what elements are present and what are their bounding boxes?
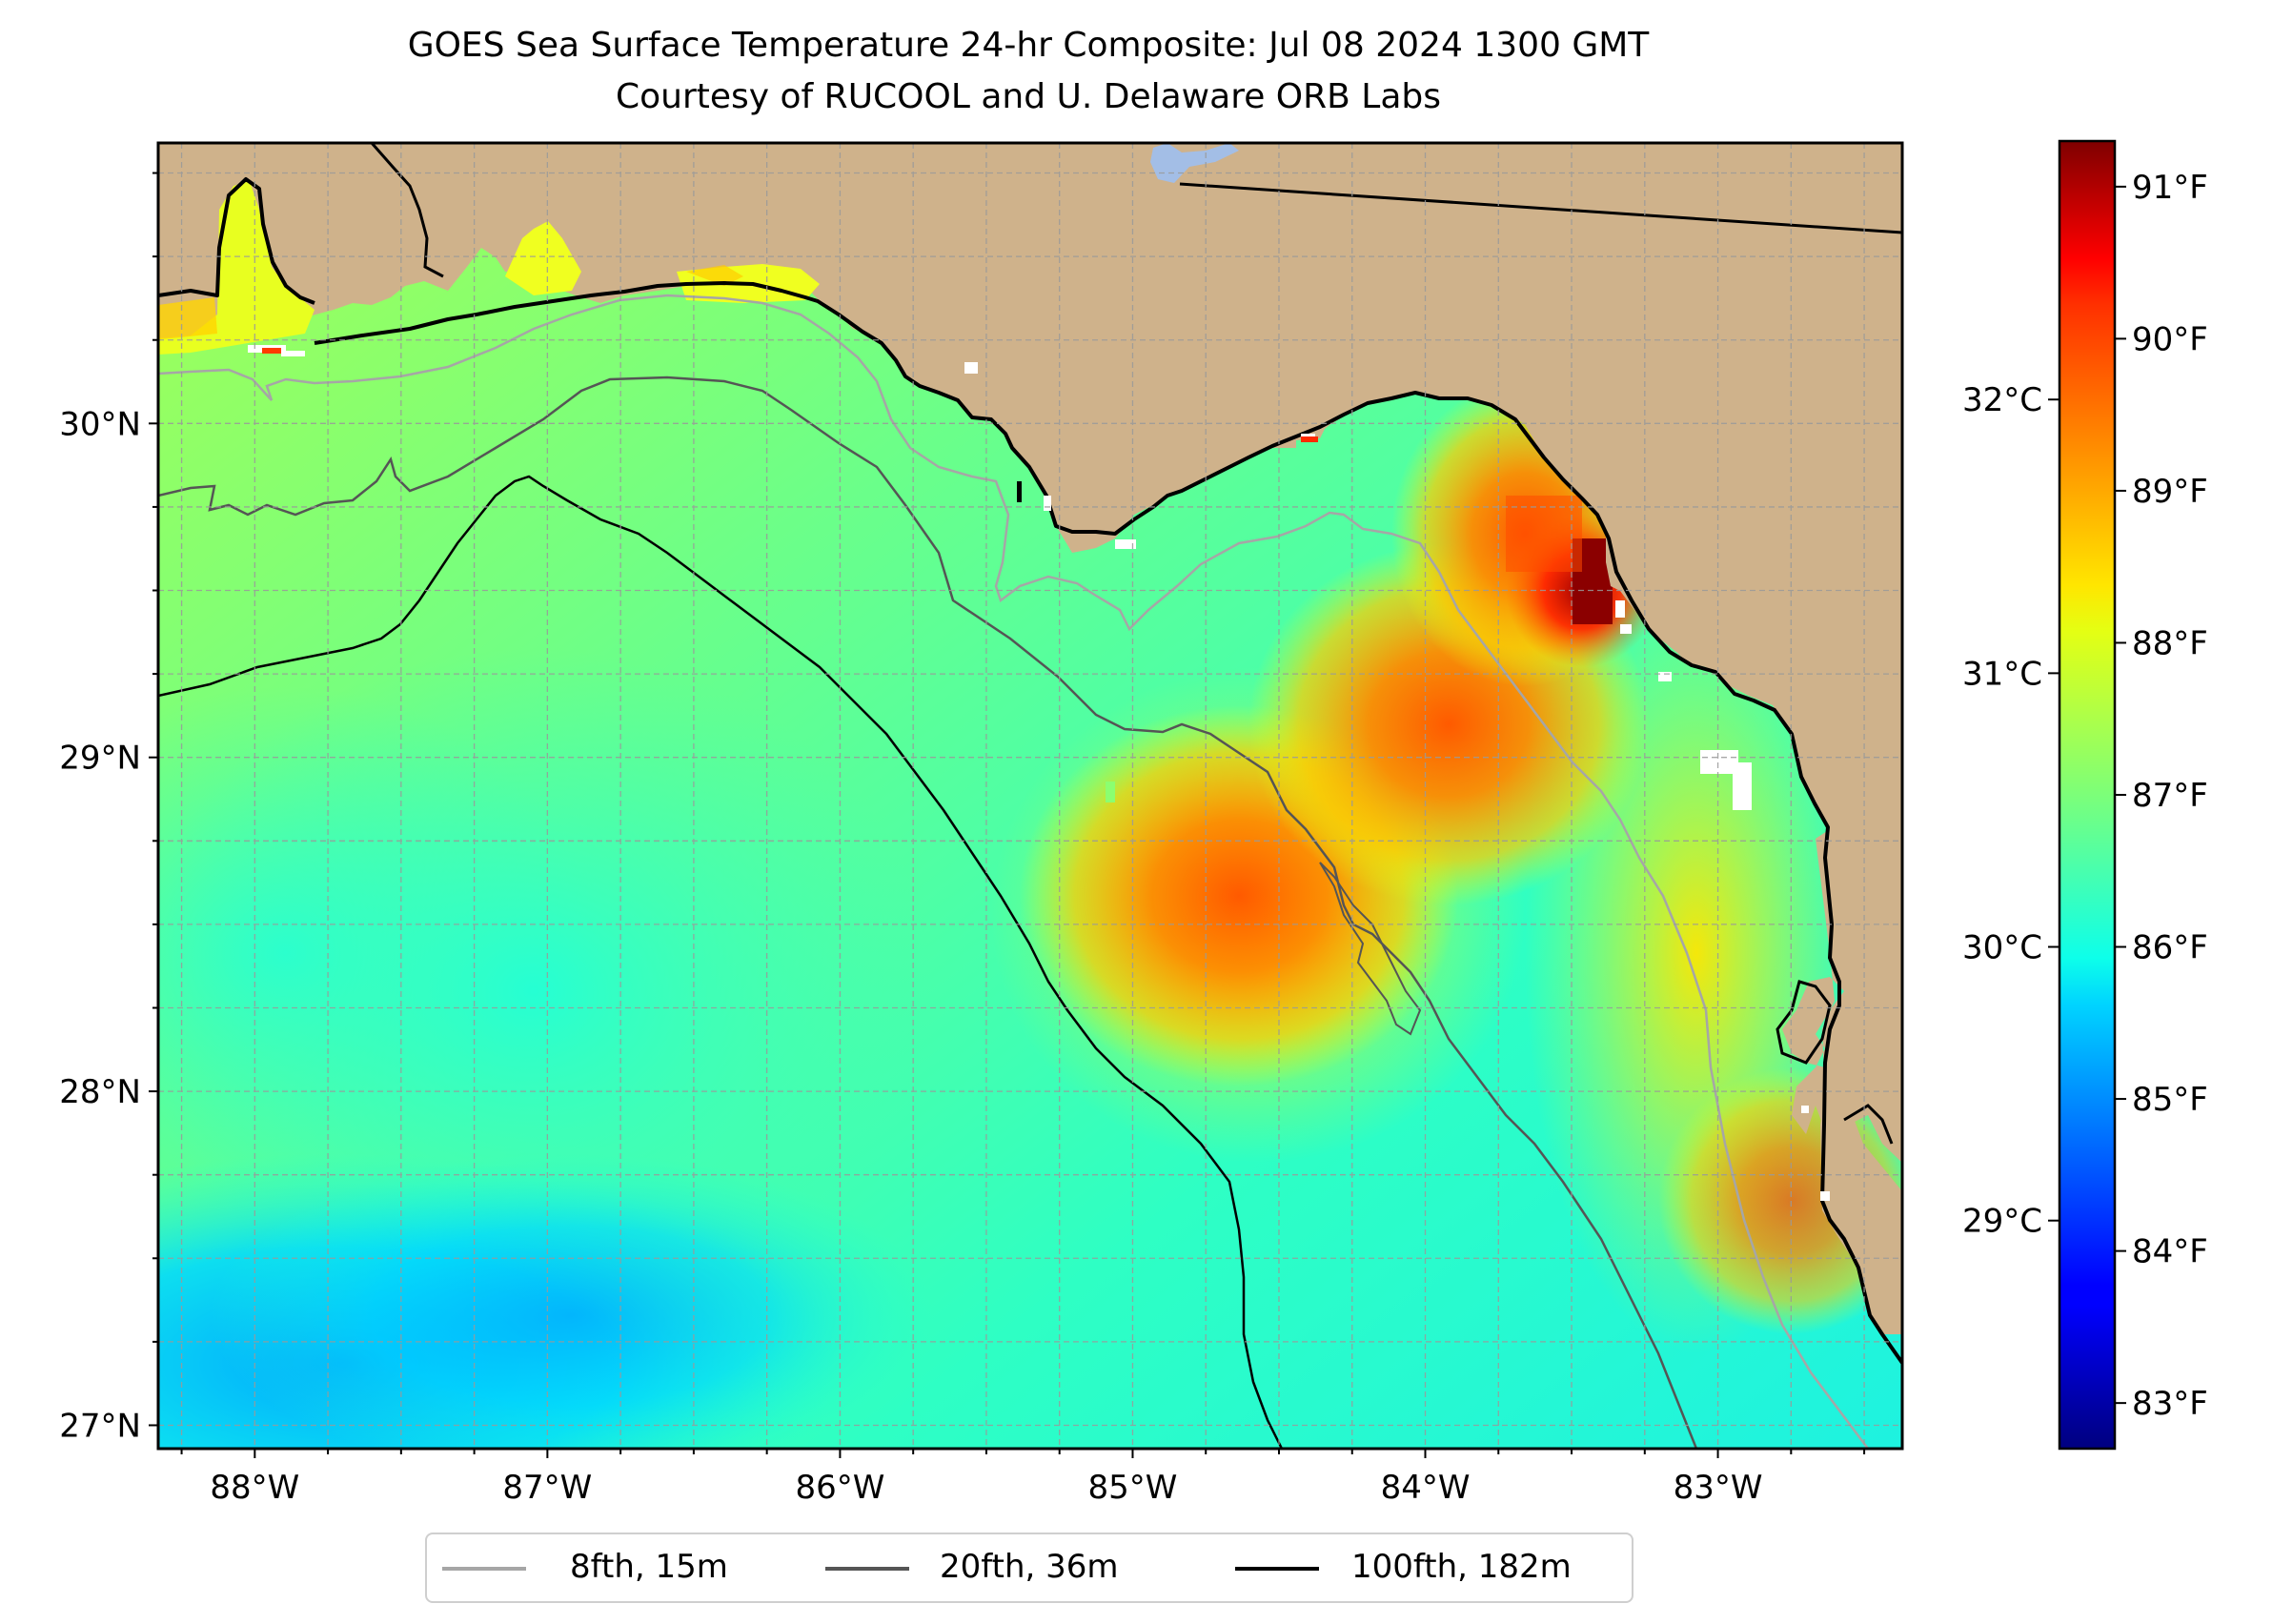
axis-ticks bbox=[149, 172, 1866, 1458]
lon-tick-label: 85°W bbox=[1088, 1469, 1178, 1507]
colorbar-celsius-label: 30°C bbox=[1962, 929, 2042, 967]
lon-tick-label: 83°W bbox=[1674, 1469, 1763, 1507]
colorbar-celsius-label: 29°C bbox=[1962, 1203, 2042, 1241]
colorbar-fahrenheit-label: 89°F bbox=[2132, 473, 2208, 511]
map-panel bbox=[158, 143, 1902, 1449]
lat-tick-label: 30°N bbox=[59, 405, 141, 443]
coastline bbox=[1776, 980, 1832, 1065]
colorbar-fahrenheit-label: 84°F bbox=[2132, 1233, 2208, 1271]
title-line-1: GOES Sea Surface Temperature 24-hr Compo… bbox=[407, 26, 1650, 65]
colorbar-fahrenheit-label: 91°F bbox=[2132, 169, 2208, 207]
lon-tick-label: 86°W bbox=[795, 1469, 884, 1507]
colorbar-fahrenheit-label: 88°F bbox=[2132, 624, 2208, 662]
colorbar-fahrenheit-label: 86°F bbox=[2132, 929, 2208, 967]
isobath-20fth bbox=[158, 376, 1698, 1449]
coastline bbox=[1843, 1104, 1894, 1145]
lat-tick-label: 27°N bbox=[59, 1407, 141, 1445]
title-line-2: Courtesy of RUCOOL and U. Delaware ORB L… bbox=[615, 77, 1442, 116]
colorbar-fahrenheit-label: 87°F bbox=[2132, 777, 2208, 815]
isobath-100fth bbox=[158, 475, 1284, 1449]
legend-label-8fth: 8fth, 15m bbox=[570, 1548, 728, 1586]
isobath-8fth bbox=[158, 294, 1869, 1449]
colorbar-celsius-label: 31°C bbox=[1962, 655, 2042, 693]
lat-tick-label: 28°N bbox=[59, 1073, 141, 1111]
state-border bbox=[370, 143, 444, 278]
legend-line-100fth bbox=[1235, 1567, 1319, 1571]
isobath-20fth bbox=[1319, 862, 1422, 1036]
colorbar-fahrenheit-label: 83°F bbox=[2132, 1385, 2208, 1423]
colorbar-labels: 91°F 90°F 89°F 88°F 87°F 86°F 85°F 84°F 83°F 32°C… bbox=[1962, 169, 2208, 1423]
colorbar-fahrenheit-label: 90°F bbox=[2132, 320, 2208, 358]
map-frame bbox=[156, 141, 1904, 1451]
legend: 8fth, 15m 20fth, 36m 100fth, 182m bbox=[425, 1533, 1634, 1603]
colorbar-ticks bbox=[2048, 185, 2126, 1405]
lon-tick-label: 87°W bbox=[502, 1469, 592, 1507]
legend-label-100fth: 100fth, 182m bbox=[1351, 1548, 1572, 1586]
lon-tick-label: 88°W bbox=[210, 1469, 299, 1507]
colorbar-fahrenheit-label: 85°F bbox=[2132, 1081, 2208, 1119]
legend-label-20fth: 20fth, 36m bbox=[940, 1548, 1119, 1586]
legend-line-8fth bbox=[442, 1567, 526, 1571]
lon-tick-label: 84°W bbox=[1381, 1469, 1471, 1507]
colorbar bbox=[2058, 139, 2117, 1451]
coastline bbox=[158, 177, 1902, 1365]
legend-line-20fth bbox=[825, 1567, 909, 1571]
lat-tick-label: 29°N bbox=[59, 740, 141, 778]
axis-labels: 30°N 29°N 28°N 27°N 88°W 87°W 86°W 85°W 84°W 83°W bbox=[59, 405, 1762, 1507]
colorbar-celsius-label: 32°C bbox=[1962, 381, 2042, 419]
map-gridlines bbox=[158, 143, 1902, 1449]
state-border bbox=[1179, 182, 1902, 234]
